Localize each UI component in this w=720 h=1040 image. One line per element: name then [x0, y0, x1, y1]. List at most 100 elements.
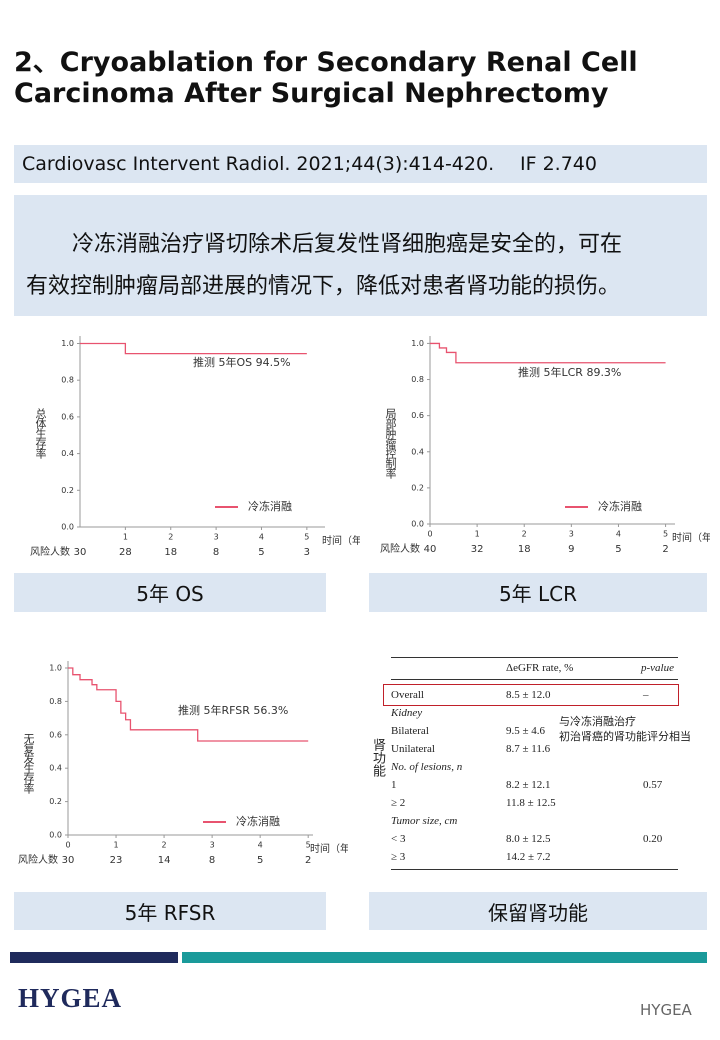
x-axis-label: 时间（年）	[322, 534, 360, 547]
annotation: 推测 5年OS 94.5%	[193, 355, 291, 369]
legend-label: 冷冻消融	[598, 499, 642, 513]
table-cell: 8.2 ± 12.1	[506, 779, 551, 791]
table-cell: < 3	[391, 833, 406, 845]
km-chart: 0.00.20.40.60.81.0012345时间（年）无复发生存率风险人数3…	[18, 661, 348, 866]
x-tick-label: 4	[616, 530, 621, 539]
x-tick-label: 2	[522, 530, 527, 539]
side-label: 肾功能	[370, 738, 385, 777]
table-cell: 11.8 ± 12.5	[506, 797, 556, 809]
table-cell: 0.57	[643, 779, 663, 791]
table-cell: –	[643, 689, 649, 701]
table-cell: Overall	[391, 689, 424, 701]
summary-line: 冷冻消融治疗肾切除术后复发性肾细胞癌是安全的，可在	[72, 232, 623, 257]
citation-box	[14, 145, 707, 183]
x-tick-label: 5	[306, 841, 311, 850]
y-tick-label: 0.0	[61, 523, 74, 532]
x-tick-label: 3	[214, 533, 219, 542]
impact-factor: IF 2.740	[520, 153, 597, 175]
annotation: 推测 5年RFSR 56.3%	[178, 703, 288, 717]
risk-number: 5	[615, 544, 621, 555]
legend-label: 冷冻消融	[236, 814, 280, 828]
x-tick-label: 3	[569, 530, 574, 539]
x-tick-label: 5	[663, 530, 668, 539]
y-tick-label: 0.8	[49, 697, 62, 706]
table-cell: 9.5 ± 4.6	[506, 725, 546, 737]
caption: 5年 LCR	[369, 573, 707, 612]
y-tick-label: 0.8	[411, 375, 424, 384]
summary-line: 有效控制肿瘤局部进展的情况下，降低对患者肾功能的损伤。	[26, 274, 621, 299]
x-tick-label: 2	[162, 841, 167, 850]
x-tick-label: 5	[304, 533, 309, 542]
y-tick-label: 0.6	[49, 730, 62, 739]
x-tick-label: 4	[258, 841, 263, 850]
km-curve	[80, 342, 307, 355]
x-tick-label: 1	[123, 533, 128, 542]
table-cell: 0.20	[643, 833, 663, 845]
table-header: ΔeGFR rate, %	[506, 662, 574, 674]
risk-label: 风险人数	[18, 853, 58, 866]
risk-number: 23	[110, 855, 123, 866]
highlight-box	[383, 684, 679, 706]
risk-number: 2	[662, 544, 668, 555]
risk-number: 9	[568, 544, 574, 555]
table-cell: Unilateral	[391, 743, 435, 755]
slide-title: 2、Cryoablation for Secondary Renal Cell	[14, 47, 638, 78]
y-axis-label: 局部肿瘤控制率	[384, 408, 397, 480]
y-tick-label: 0.0	[411, 520, 424, 529]
x-tick-label: 4	[259, 533, 264, 542]
y-tick-label: 0.6	[61, 412, 74, 421]
table-header: p-value	[641, 662, 674, 674]
legend-label: 冷冻消融	[248, 499, 292, 513]
km-curve	[430, 342, 666, 364]
x-tick-label: 1	[475, 530, 480, 539]
table-cell: 1	[391, 779, 397, 791]
y-tick-label: 0.4	[61, 449, 74, 458]
citation: Cardiovasc Intervent Radiol. 2021;44(3):…	[22, 153, 495, 175]
risk-number: 8	[209, 855, 215, 866]
y-tick-label: 1.0	[61, 339, 74, 348]
rule	[391, 679, 678, 680]
risk-number: 18	[518, 544, 531, 555]
table-section: No. of lesions, n	[391, 761, 463, 773]
note: 与冷冻消融治疗	[559, 715, 636, 728]
x-tick-label: 0	[427, 530, 432, 539]
risk-number: 5	[257, 855, 263, 866]
x-tick-label: 0	[65, 841, 70, 850]
x-tick-label: 2	[168, 533, 173, 542]
table-section: Kidney	[391, 707, 423, 719]
table-cell: Bilateral	[391, 725, 429, 737]
note: 初治肾癌的肾功能评分相当	[559, 730, 691, 743]
risk-number: 40	[424, 544, 437, 555]
risk-number: 3	[304, 547, 310, 558]
km-curve	[68, 667, 309, 742]
y-tick-label: 0.8	[61, 376, 74, 385]
risk-number: 8	[213, 547, 219, 558]
risk-label: 风险人数	[30, 545, 70, 558]
x-axis-label: 时间（年）	[672, 531, 710, 544]
risk-number: 5	[258, 547, 264, 558]
annotation: 推测 5年LCR 89.3%	[518, 365, 621, 379]
risk-number: 14	[158, 855, 171, 866]
y-tick-label: 0.6	[411, 411, 424, 420]
table-cell: 8.7 ± 11.6	[506, 743, 551, 755]
x-axis-label: 时间（年）	[310, 842, 348, 855]
y-tick-label: 0.2	[411, 483, 424, 492]
y-tick-label: 1.0	[49, 664, 62, 673]
footer-bar	[10, 952, 178, 963]
y-tick-label: 0.0	[49, 831, 62, 840]
table-cell: ≥ 2	[391, 797, 406, 809]
renal-table: ΔeGFR rate, % p-value Overall 8.5 ± 12.0 –…	[383, 655, 679, 870]
x-tick-label: 3	[210, 841, 215, 850]
x-tick-label: 1	[113, 841, 118, 850]
y-tick-label: 0.2	[61, 486, 74, 495]
y-tick-label: 1.0	[411, 339, 424, 348]
y-tick-label: 0.2	[49, 797, 62, 806]
risk-number: 2	[305, 855, 311, 866]
table-cell: 8.5 ± 12.0	[506, 689, 551, 701]
caption: 保留肾功能	[369, 892, 707, 930]
y-tick-label: 0.4	[49, 764, 62, 773]
caption: 5年 RFSR	[14, 892, 326, 930]
logo: HYGEA	[18, 983, 123, 1013]
footer-bar	[182, 952, 707, 963]
